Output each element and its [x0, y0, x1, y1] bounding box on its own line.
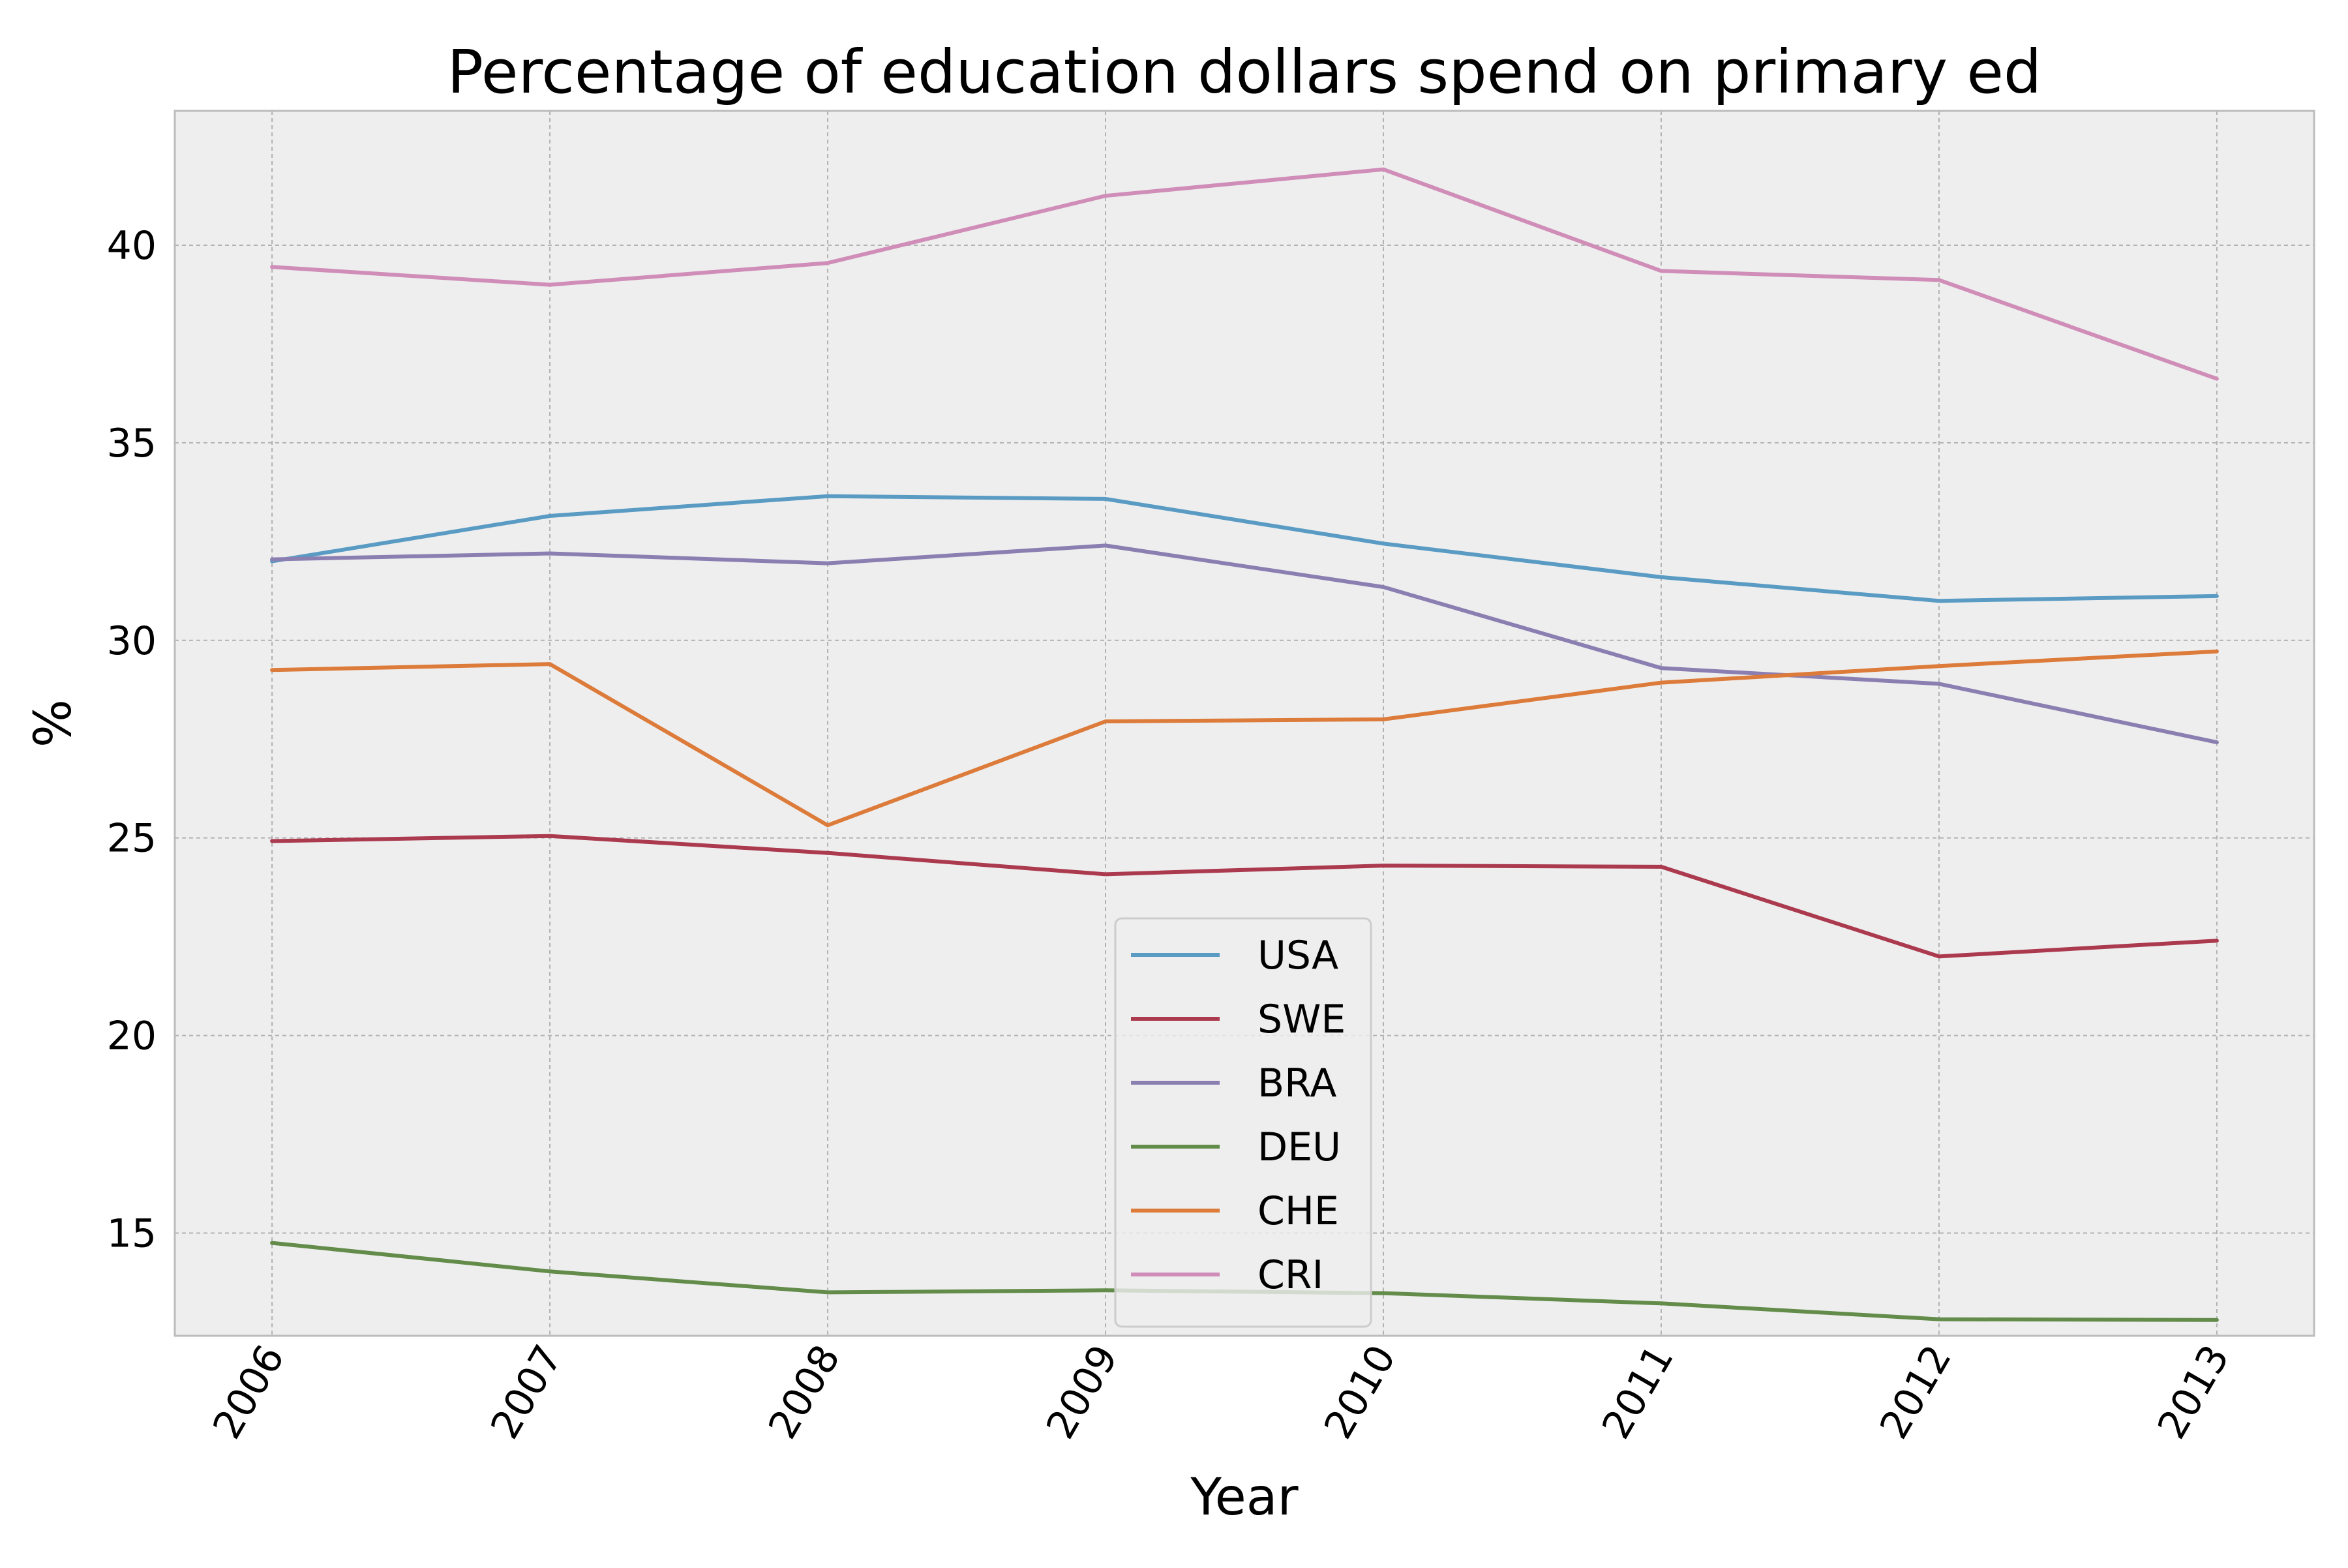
- legend-label-bra: BRA: [1257, 1061, 1336, 1106]
- series-line-cri: [270, 167, 2219, 381]
- legend-label-usa: USA: [1257, 933, 1338, 978]
- x-axis-label: Year: [1190, 1468, 1299, 1527]
- plot-frame: [173, 110, 2315, 1337]
- y-axis-label: %: [24, 699, 83, 747]
- y-tick-label: 15: [107, 1211, 157, 1256]
- legend-label-cri: CRI: [1257, 1252, 1323, 1298]
- series-line-bra: [270, 543, 2219, 745]
- legend-label-deu: DEU: [1257, 1124, 1341, 1170]
- legend-label-swe: SWE: [1257, 997, 1346, 1042]
- legend-label-che: CHE: [1257, 1188, 1339, 1234]
- y-tick-label: 40: [107, 223, 157, 269]
- series-line-swe: [270, 834, 2219, 959]
- y-tick-label: 25: [107, 816, 157, 862]
- y-tick-label: 30: [107, 618, 157, 664]
- legend: USA SWE BRA DEU CHE CRI: [1114, 917, 1372, 1328]
- legend-box: [1114, 917, 1372, 1328]
- y-tick-label: 35: [107, 421, 157, 466]
- chart-title: Percentage of education dollars spend on…: [447, 37, 2042, 107]
- series-line-usa: [270, 494, 2219, 603]
- y-tick-label: 20: [107, 1014, 157, 1059]
- series-line-che: [270, 649, 2219, 828]
- y-axis-ticks: 15 20 25 30 35 40: [107, 223, 157, 1257]
